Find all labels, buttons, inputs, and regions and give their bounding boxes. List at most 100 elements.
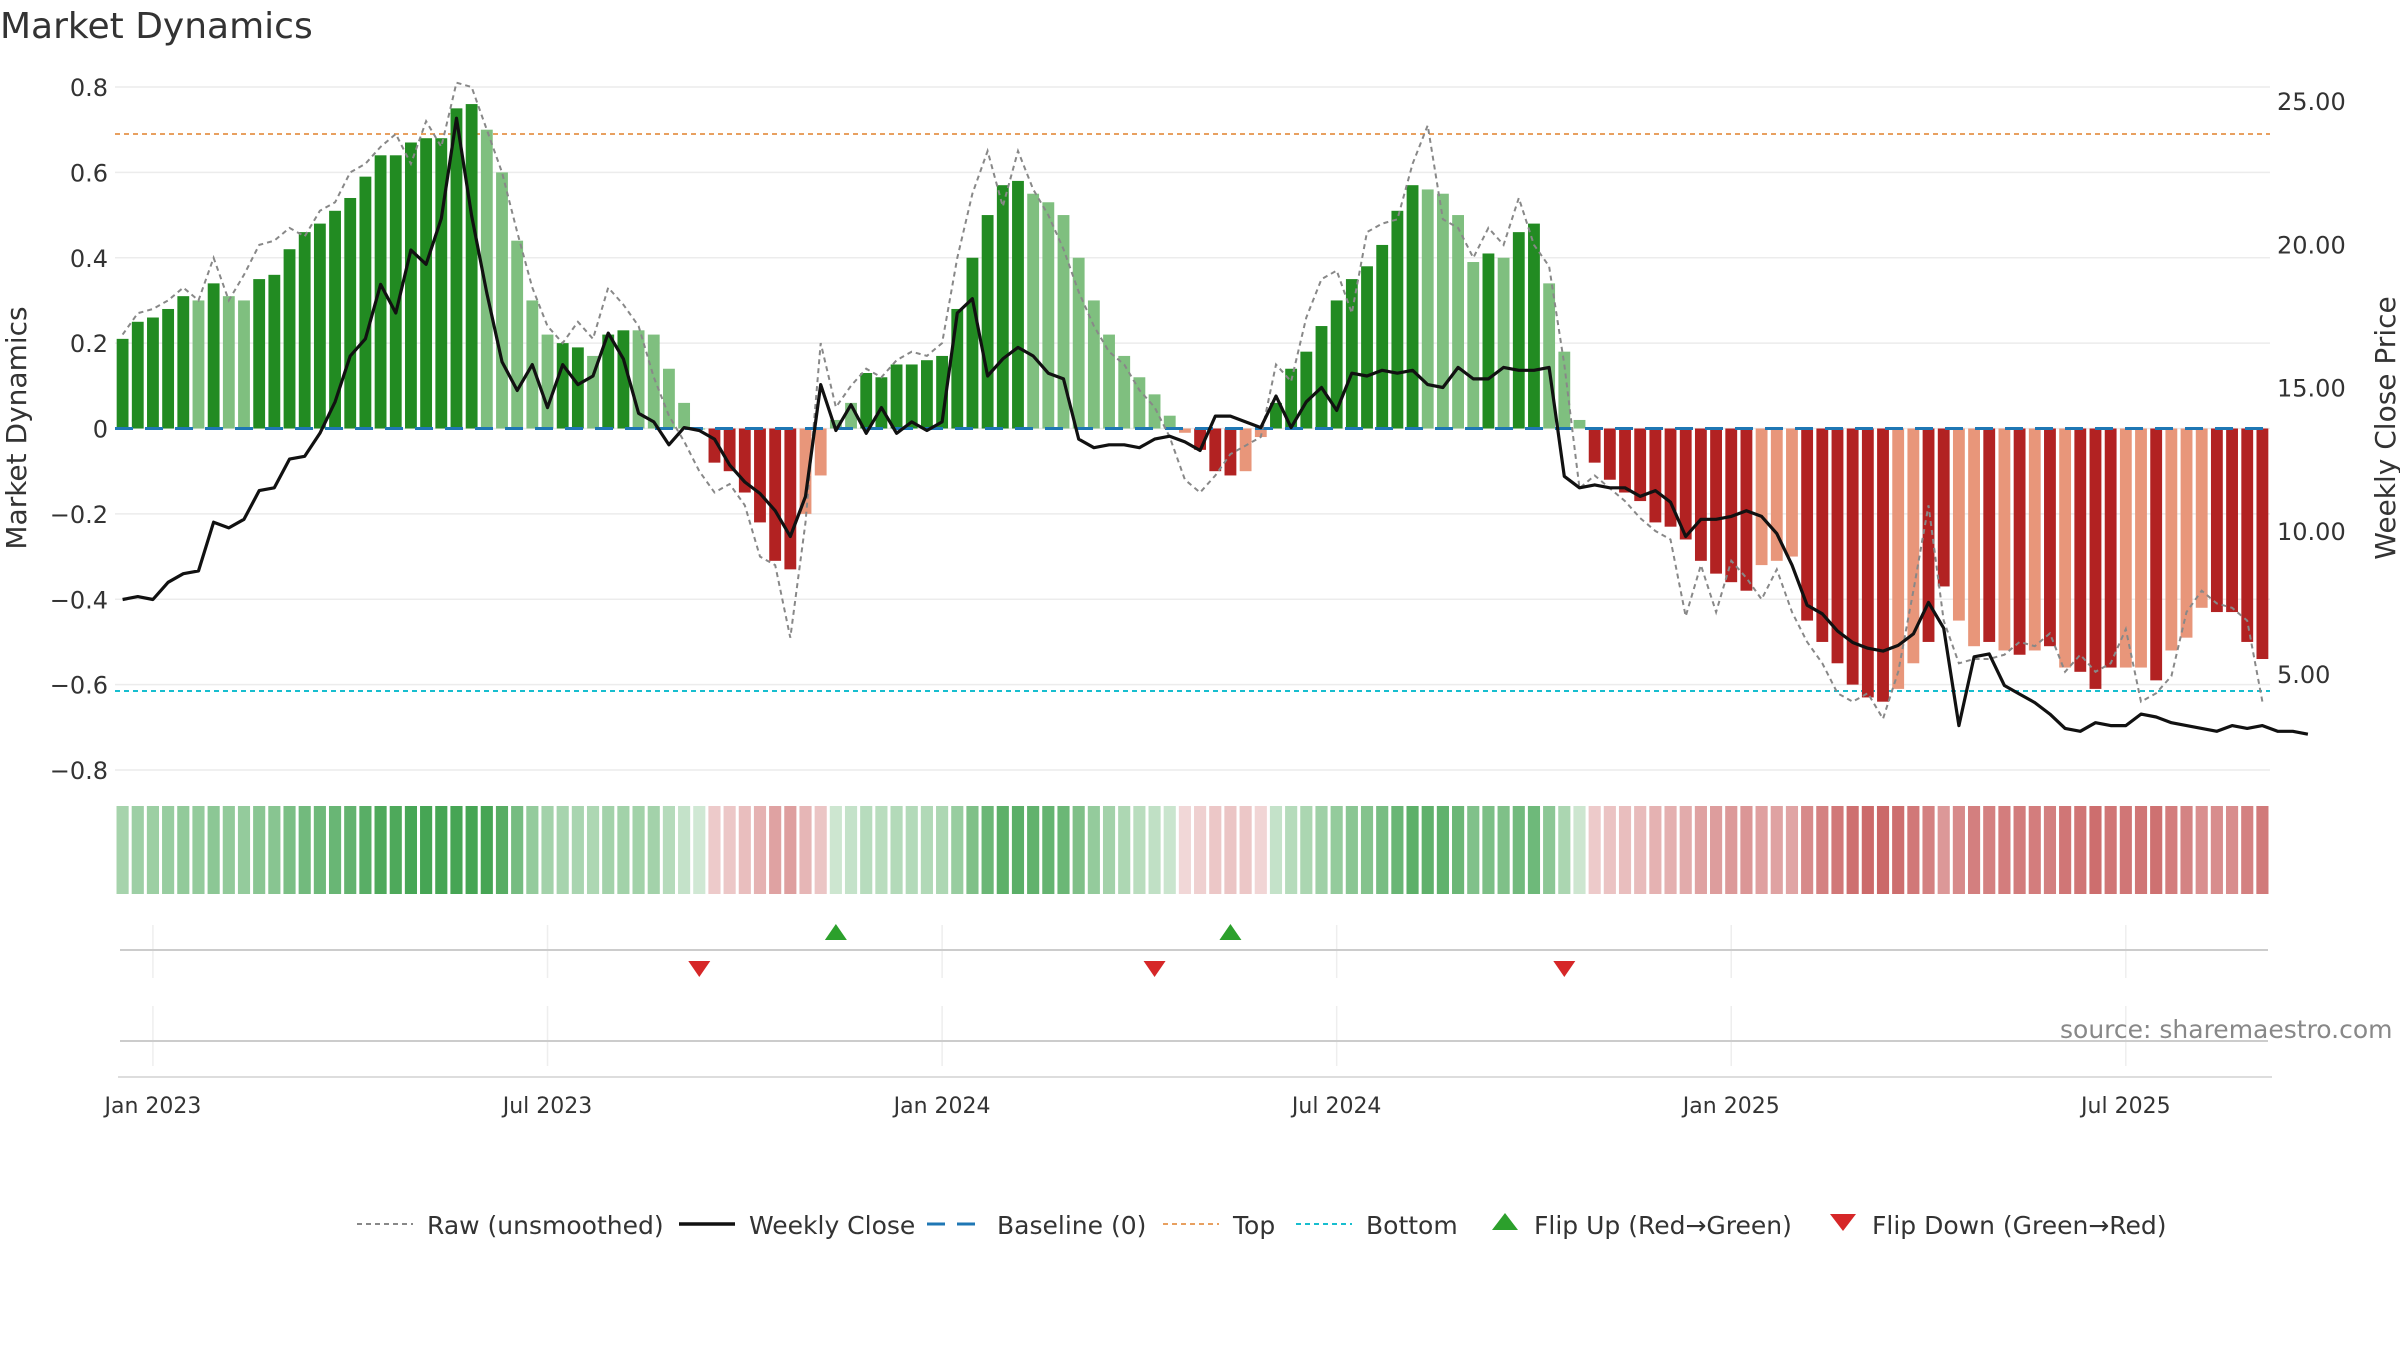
dynamics-bar [1573, 419, 1586, 429]
regime-band-cell [875, 806, 888, 894]
dynamics-bar [2256, 428, 2269, 660]
regime-band-cell [2013, 806, 2026, 894]
legend-label: Top [1233, 1210, 1276, 1240]
legend-item-flip-down: Flip Down (Green→Red) [1826, 1205, 2167, 1245]
dynamics-bar [2028, 428, 2041, 651]
dynamics-bar [2059, 428, 2072, 668]
dynamics-bar [450, 108, 463, 429]
regime-band-cell [2043, 806, 2057, 894]
dynamics-bar [1770, 428, 1783, 561]
regime-band-cell [480, 806, 493, 894]
dynamics-bar [1087, 300, 1100, 429]
regime-band-cell [526, 806, 539, 894]
regime-band-cell [571, 806, 584, 894]
regime-band-cell [116, 806, 129, 894]
regime-band-cell [693, 806, 706, 894]
dynamics-bar [1786, 428, 1798, 557]
regime-band-cell [313, 806, 326, 894]
y2-tick-label: 25.00 [2277, 88, 2346, 116]
dynamics-bar [420, 138, 433, 429]
regime-band-cell [1254, 806, 1267, 894]
regime-band-cell [268, 806, 281, 894]
dynamics-bar [1406, 185, 1419, 429]
regime-band-cell [1998, 806, 2011, 894]
flip-down-marker [1553, 961, 1576, 977]
dynamics-bar [981, 215, 994, 429]
y-tick-label: 0.8 [70, 74, 108, 102]
regime-band-cell [2210, 806, 2223, 894]
dynamics-bar [1027, 193, 1040, 429]
legend-label: Bottom [1366, 1210, 1458, 1240]
dynamics-bar [1725, 428, 1738, 583]
dynamics-bar [1998, 428, 2011, 651]
regime-band-cell [2180, 806, 2193, 894]
dynamics-bar [1649, 428, 1662, 523]
regime-band-cell [2059, 806, 2072, 894]
dynamics-bar [541, 334, 554, 429]
dynamics-bar [268, 274, 281, 429]
regime-band-cell [1285, 806, 1298, 894]
regime-band-cell [359, 806, 372, 894]
dynamics-bar [2150, 428, 2163, 681]
regime-band-cell [966, 806, 979, 894]
regime-band-cell [1512, 806, 1525, 894]
dynamics-bar [435, 138, 448, 429]
flip-down-marker [688, 961, 711, 977]
dynamics-bar [571, 347, 584, 429]
dynamics-bar [754, 428, 766, 523]
regime-band-cell [1603, 806, 1616, 894]
weekly-close-line [122, 116, 2309, 736]
regime-band-cell [1679, 806, 1692, 894]
dynamics-bar [283, 249, 296, 429]
dynamics-bar [1937, 428, 1950, 587]
regime-band-cell [814, 806, 827, 894]
dynamics-bar [890, 364, 903, 429]
dynamics-bar [708, 428, 721, 463]
regime-band-cell [1224, 806, 1237, 894]
dynamics-bar [1543, 283, 1556, 429]
regime-band-cell [1983, 806, 1996, 894]
dynamics-bar [860, 373, 873, 429]
dynamics-bar [2165, 428, 2178, 651]
regime-band-cell [131, 806, 144, 894]
regime-band-cell [1785, 806, 1799, 894]
regime-band-cell [860, 806, 873, 894]
regime-band-cell [2150, 806, 2163, 894]
dynamics-bar [1634, 428, 1647, 502]
regime-band-cell [784, 806, 797, 894]
y-axis-label: Market Dynamics [0, 306, 33, 549]
dynamics-bar [2180, 428, 2193, 638]
x-tick-label: Jan 2023 [102, 1094, 201, 1119]
regime-band-cell [844, 806, 858, 894]
regime-band-cell [1527, 806, 1541, 894]
dynamics-bar [905, 364, 918, 429]
legend-item-flip-up: Flip Up (Red→Green) [1488, 1205, 1792, 1245]
dynamics-bar [1285, 368, 1298, 429]
dynamics-bar [1694, 428, 1707, 561]
regime-band-cell [678, 806, 691, 894]
dynamics-bar [1209, 428, 1222, 472]
dynamics-bar [1801, 428, 1814, 621]
regime-band-cell [1315, 806, 1328, 894]
y2-tick-label: 5.00 [2277, 661, 2330, 689]
y-tick-label: 0 [93, 416, 108, 444]
regime-band-cell [283, 806, 296, 894]
dynamics-bar [1270, 402, 1282, 429]
regime-band-cell [2028, 806, 2041, 894]
regime-band-cell [192, 806, 205, 894]
legend-swatch [925, 1211, 985, 1240]
regime-band-cell [1725, 806, 1738, 894]
regime-band-cell [1952, 806, 1965, 894]
regime-band-cell [1057, 806, 1070, 894]
dynamics-bar [1042, 202, 1055, 429]
legend-label: Flip Down (Green→Red) [1872, 1210, 2167, 1240]
dynamics-bar [1345, 279, 1358, 429]
regime-band-cell [586, 806, 600, 894]
regime-band-cell [389, 806, 402, 894]
dynamics-bar [162, 308, 175, 429]
regime-band-cell [556, 806, 569, 894]
dynamics-bar [1391, 210, 1404, 429]
dynamics-bar [1178, 428, 1191, 433]
